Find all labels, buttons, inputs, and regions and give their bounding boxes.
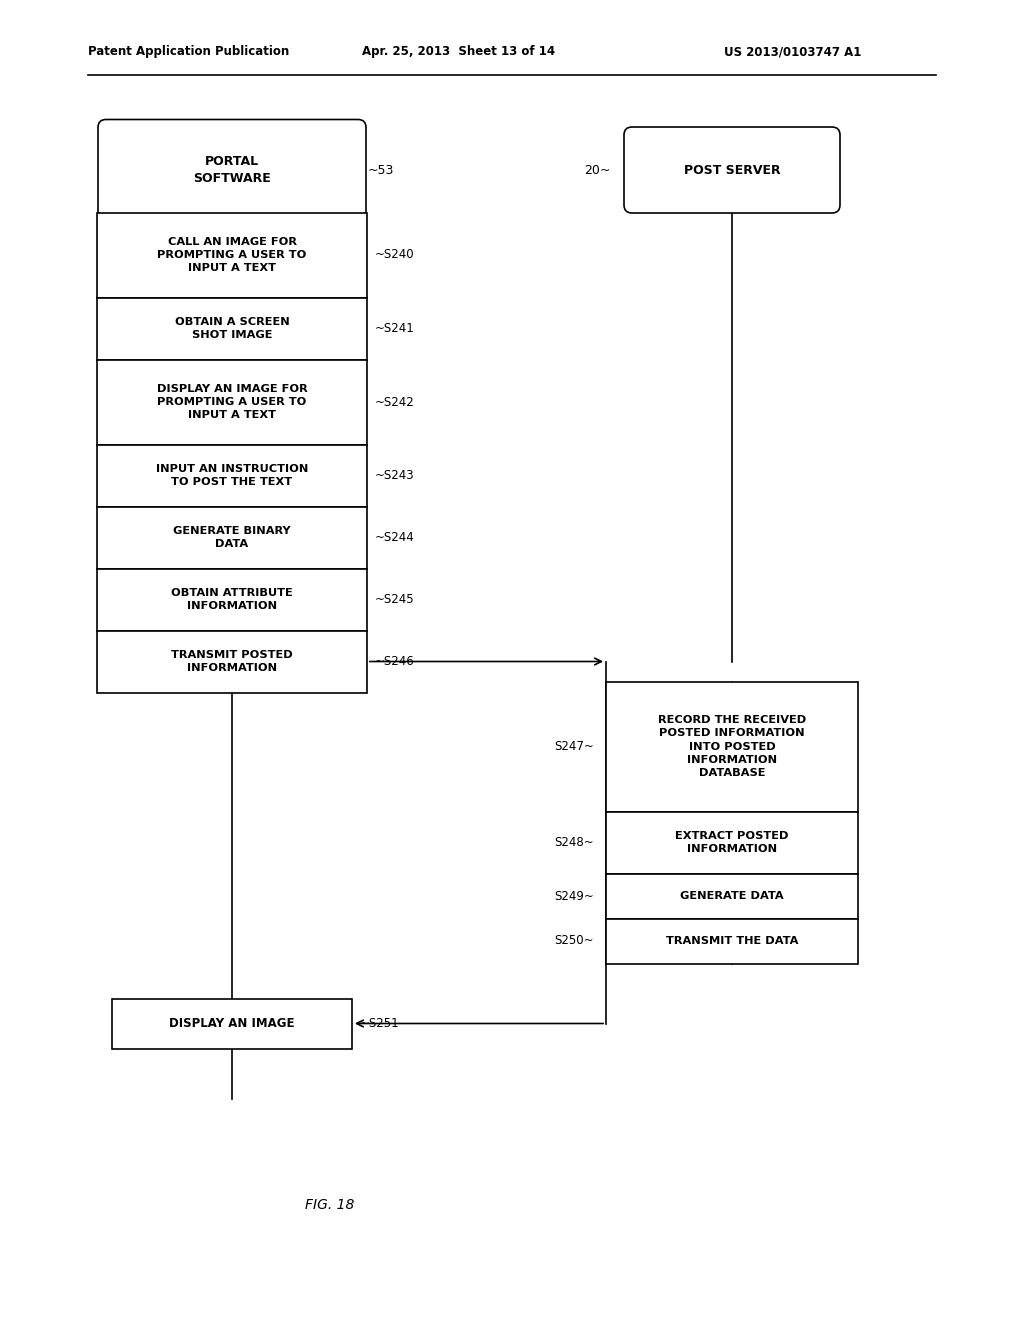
- Text: TRANSMIT THE DATA: TRANSMIT THE DATA: [666, 936, 798, 946]
- Text: ~S244: ~S244: [375, 531, 415, 544]
- Text: CALL AN IMAGE FOR
PROMPTING A USER TO
INPUT A TEXT: CALL AN IMAGE FOR PROMPTING A USER TO IN…: [158, 236, 306, 273]
- Text: INPUT AN INSTRUCTION
TO POST THE TEXT: INPUT AN INSTRUCTION TO POST THE TEXT: [156, 463, 308, 487]
- Text: US 2013/0103747 A1: US 2013/0103747 A1: [724, 45, 861, 58]
- Text: ~S241: ~S241: [375, 322, 415, 335]
- Text: DISPLAY AN IMAGE FOR
PROMPTING A USER TO
INPUT A TEXT: DISPLAY AN IMAGE FOR PROMPTING A USER TO…: [157, 384, 307, 420]
- Bar: [97, 359, 367, 445]
- Text: EXTRACT POSTED
INFORMATION: EXTRACT POSTED INFORMATION: [675, 830, 788, 854]
- Bar: [97, 507, 367, 569]
- Text: OBTAIN A SCREEN
SHOT IMAGE: OBTAIN A SCREEN SHOT IMAGE: [175, 317, 290, 341]
- Text: OBTAIN ATTRIBUTE
INFORMATION: OBTAIN ATTRIBUTE INFORMATION: [171, 587, 293, 611]
- Text: S250~: S250~: [554, 935, 594, 948]
- Text: S247~: S247~: [554, 741, 594, 752]
- Text: ~S245: ~S245: [375, 593, 415, 606]
- Text: ~S246: ~S246: [375, 655, 415, 668]
- Text: 20~: 20~: [584, 164, 610, 177]
- Bar: [97, 445, 367, 507]
- FancyBboxPatch shape: [98, 120, 366, 220]
- Text: ~53: ~53: [368, 164, 394, 177]
- Text: ~S243: ~S243: [375, 469, 415, 482]
- Bar: [97, 569, 367, 631]
- Bar: [606, 681, 858, 812]
- Bar: [112, 998, 352, 1048]
- Bar: [97, 297, 367, 359]
- Text: ~S242: ~S242: [375, 396, 415, 408]
- Text: ~S251: ~S251: [360, 1016, 399, 1030]
- Text: RECORD THE RECEIVED
POSTED INFORMATION
INTO POSTED
INFORMATION
DATABASE: RECORD THE RECEIVED POSTED INFORMATION I…: [657, 715, 806, 777]
- Text: GENERATE DATA: GENERATE DATA: [680, 891, 783, 902]
- Text: Patent Application Publication: Patent Application Publication: [88, 45, 289, 58]
- Text: ~S240: ~S240: [375, 248, 415, 261]
- Bar: [97, 213, 367, 297]
- FancyBboxPatch shape: [624, 127, 840, 213]
- Text: GENERATE BINARY
DATA: GENERATE BINARY DATA: [173, 525, 291, 549]
- Text: S249~: S249~: [554, 890, 594, 903]
- Text: Apr. 25, 2013  Sheet 13 of 14: Apr. 25, 2013 Sheet 13 of 14: [362, 45, 555, 58]
- Text: POST SERVER: POST SERVER: [684, 164, 780, 177]
- Bar: [606, 919, 858, 964]
- Bar: [606, 812, 858, 874]
- Text: FIG. 18: FIG. 18: [305, 1199, 354, 1212]
- Bar: [606, 874, 858, 919]
- Bar: [97, 631, 367, 693]
- Text: S248~: S248~: [554, 836, 594, 849]
- Text: PORTAL
SOFTWARE: PORTAL SOFTWARE: [194, 154, 271, 185]
- Text: TRANSMIT POSTED
INFORMATION: TRANSMIT POSTED INFORMATION: [171, 649, 293, 673]
- Text: DISPLAY AN IMAGE: DISPLAY AN IMAGE: [169, 1016, 295, 1030]
